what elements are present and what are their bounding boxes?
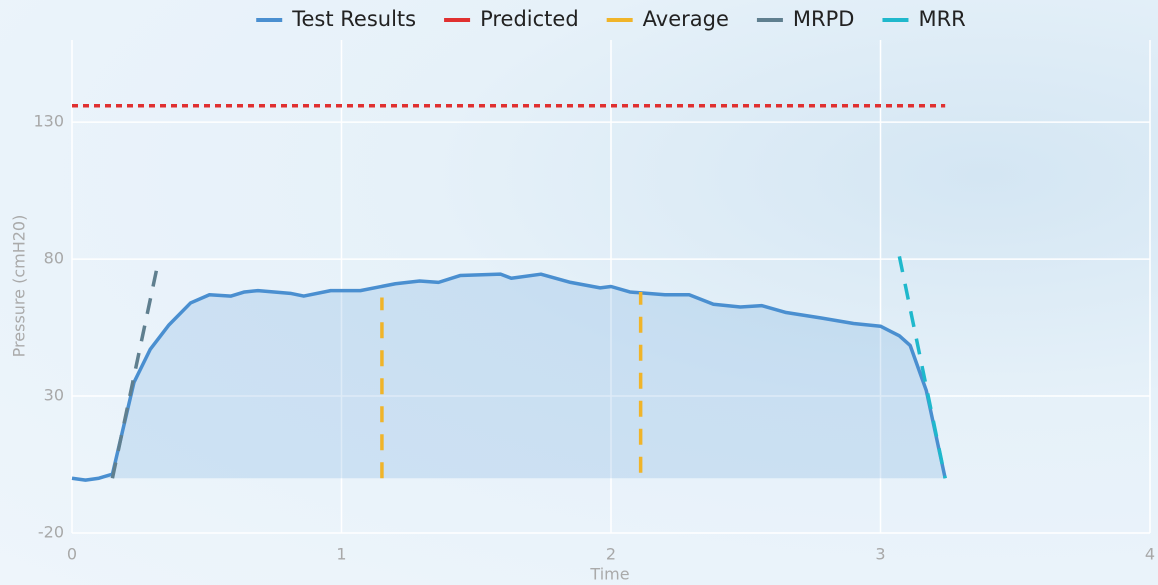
- legend-label: Test Results: [291, 7, 416, 31]
- x-tick-label: 4: [1145, 545, 1155, 564]
- legend-label: MRR: [918, 7, 965, 31]
- x-axis-title: Time: [589, 565, 629, 584]
- legend-label: Average: [643, 7, 729, 31]
- x-tick-label: 1: [336, 545, 346, 564]
- y-tick-label: 130: [33, 112, 64, 131]
- legend-label: Predicted: [480, 7, 579, 31]
- x-tick-label: 3: [875, 545, 885, 564]
- y-tick-label: 80: [44, 249, 64, 268]
- x-tick-label: 0: [67, 545, 77, 564]
- legend: Test Results Predicted Average MRPD MRR: [256, 7, 966, 31]
- chart: Time Pressure (cmH20) -20 30 80 130 0 1 2 3 4 Tes…: [0, 0, 1158, 585]
- y-tick-label: 30: [44, 386, 64, 405]
- legend-label: MRPD: [793, 7, 855, 31]
- x-tick-label: 2: [606, 545, 616, 564]
- y-tick-label: -20: [38, 523, 64, 542]
- area: [72, 274, 945, 480]
- y-axis-title: Pressure (cmH20): [10, 215, 29, 358]
